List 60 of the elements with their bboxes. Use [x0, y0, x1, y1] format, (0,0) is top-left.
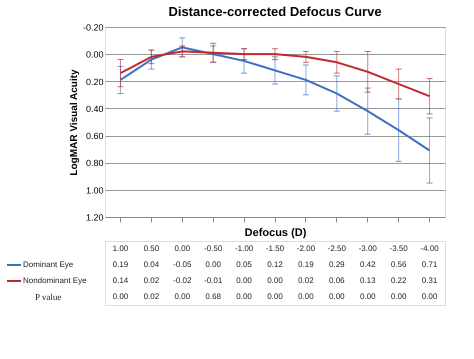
data-label: 0.02: [144, 276, 160, 285]
legend-label: Dominant Eye: [23, 260, 74, 269]
x-tick-label: -1.50: [266, 244, 285, 253]
text: 0.00: [390, 292, 407, 301]
data-label: -0.01: [204, 276, 223, 285]
y-tick-label: 1.20: [86, 212, 104, 222]
data-label: 0.22: [390, 276, 407, 285]
y-tick-label: -0.20: [82, 22, 104, 32]
data-label: 0.42: [360, 260, 376, 269]
line-series: [119, 50, 431, 98]
data-label: 0.02: [298, 276, 314, 285]
text: 0.00: [236, 292, 252, 301]
y-tick-label: 1.00: [86, 185, 104, 196]
data-label: 0.06: [329, 276, 346, 285]
data-label: 0.04: [144, 260, 160, 269]
data-label: -0.02: [173, 276, 192, 285]
data-label: 0.71: [422, 260, 438, 269]
x-tick-label: -2.00: [296, 244, 316, 253]
text: 0.00: [360, 292, 376, 301]
data-label: -0.05: [173, 260, 192, 269]
data-label: 0.00: [205, 260, 222, 269]
y-tick-label: 0.40: [86, 104, 104, 114]
data-label: 0.19: [298, 260, 314, 269]
y-tick-label: 0.00: [86, 50, 104, 60]
data-label: 0.00: [236, 276, 252, 285]
data-label: 0.31: [422, 276, 438, 285]
x-tick-label: -1.00: [234, 244, 254, 253]
data-label: 0.19: [112, 260, 129, 269]
x-axis-title: Defocus (D): [244, 227, 307, 239]
data-label: 0.29: [329, 260, 346, 269]
data-label: 0.00: [267, 276, 284, 285]
y-tick-label: 0.20: [86, 76, 104, 87]
x-tick-label: -2.50: [328, 244, 346, 253]
text: 0.02: [144, 292, 160, 301]
text: P value: [35, 292, 62, 302]
legend-label: Nondominant Eye: [23, 276, 88, 285]
x-tick-label: -3.00: [358, 244, 378, 253]
text: 0.00: [298, 292, 314, 301]
text: 0.00: [422, 292, 438, 301]
x-tick-label: -0.50: [204, 244, 223, 253]
text: 0.00: [112, 292, 129, 301]
data-label: 0.12: [267, 260, 284, 269]
x-tick-label: -4.00: [420, 244, 440, 253]
x-tick-label: 0.50: [144, 244, 160, 253]
y-tick-label: 0.60: [86, 131, 104, 142]
y-tick-label: 0.80: [86, 158, 104, 168]
data-label: 0.14: [112, 276, 129, 285]
text: 0.00: [329, 292, 346, 301]
x-tick-label: 0.00: [174, 244, 191, 253]
text: 0.68: [205, 292, 222, 301]
chart-title: Distance-corrected Defocus Curve: [168, 4, 382, 19]
data-label: 0.13: [360, 276, 376, 285]
data-label: 0.05: [236, 260, 252, 269]
data-label: 0.56: [390, 260, 407, 269]
line-series: [119, 46, 431, 152]
y-axis-title: LogMAR Visual Acuity: [68, 69, 80, 176]
x-tick-label: 1.00: [112, 244, 129, 253]
text: 0.00: [174, 292, 191, 301]
x-tick-label: -3.50: [390, 244, 408, 253]
text: 0.00: [267, 292, 284, 301]
